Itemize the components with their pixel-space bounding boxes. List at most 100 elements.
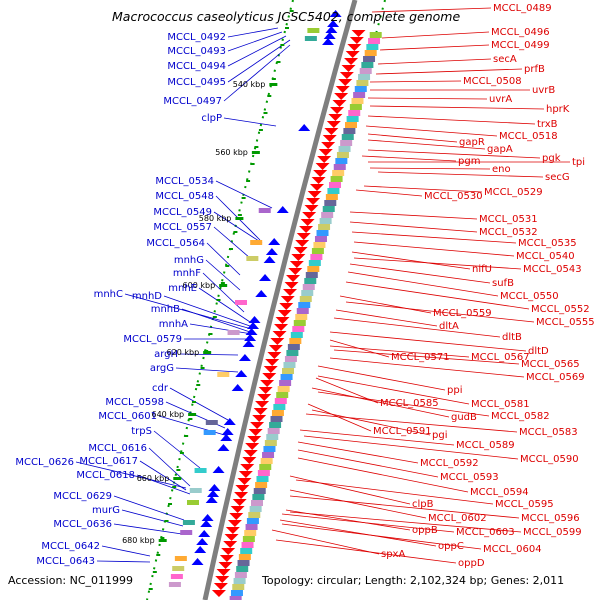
gene-label-right[interactable]: spxA [381, 549, 405, 560]
reverse-gene-arrow [263, 366, 278, 373]
scale-minor-tick [208, 333, 213, 335]
gene-label-right[interactable]: MCCL_0496 [491, 27, 550, 38]
gene-label-right[interactable]: MCCL_0532 [479, 227, 538, 238]
gene-label-right[interactable]: MCCL_0590 [520, 454, 579, 465]
gene-label-left[interactable]: MCCL_0616 [88, 443, 147, 454]
gene-label-right[interactable]: secA [493, 54, 517, 65]
gene-label-right[interactable]: MCCL_0602 [428, 513, 487, 524]
gene-label-right[interactable]: MCCL_0555 [536, 317, 595, 328]
gene-label-right[interactable]: MCCL_0540 [516, 251, 575, 262]
gene-label-right[interactable]: MCCL_0535 [518, 238, 577, 249]
gene-label-right[interactable]: MCCL_0604 [483, 544, 542, 555]
gene-label-left[interactable]: MCCL_0601 [98, 411, 157, 422]
gene-label-right[interactable]: MCCL_0508 [463, 76, 522, 87]
gene-label-right[interactable]: MCCL_0543 [523, 264, 582, 275]
gene-label-right[interactable]: tpi [572, 157, 585, 168]
gene-label-right[interactable]: MCCL_0567 [471, 352, 530, 363]
gene-label-right[interactable]: MCCL_0581 [471, 399, 530, 410]
gene-label-right[interactable]: MCCL_0518 [499, 131, 558, 142]
gene-label-left[interactable]: murG [92, 505, 120, 516]
gene-label-right[interactable]: dltA [439, 321, 459, 332]
gene-label-left[interactable]: mnhA [159, 319, 188, 330]
gene-label-left[interactable]: MCCL_0642 [41, 541, 100, 552]
gene-label-right[interactable]: MCCL_0569 [526, 372, 585, 383]
gene-label-right[interactable]: MCCL_0499 [491, 40, 550, 51]
gene-label-right[interactable]: dltD [528, 346, 549, 357]
gene-label-right[interactable]: MCCL_0599 [523, 527, 582, 538]
gene-label-right[interactable]: MCCL_0582 [491, 411, 550, 422]
gene-label-right[interactable]: MCCL_0592 [420, 458, 479, 469]
gene-label-right[interactable]: nifU [472, 264, 492, 275]
gene-label-left[interactable]: MCCL_0618 [76, 470, 135, 481]
gene-label-right[interactable]: MCCL_0531 [479, 214, 538, 225]
gene-label-left[interactable]: MCCL_0643 [36, 556, 95, 567]
gene-label-left[interactable]: MCCL_0495 [167, 77, 226, 88]
gene-label-left[interactable]: MCCL_0534 [155, 176, 214, 187]
gene-label-left[interactable]: mnhD [132, 291, 162, 302]
gene-label-left[interactable]: argG [150, 363, 174, 374]
gene-label-right[interactable]: MCCL_0571 [391, 352, 450, 363]
gene-label-left[interactable]: MCCL_0579 [123, 334, 182, 345]
gene-label-right[interactable]: MCCL_0489 [493, 3, 552, 14]
gene-label-left[interactable]: trpS [131, 426, 152, 437]
gene-label-left[interactable]: MCCL_0557 [153, 222, 212, 233]
gene-label-left[interactable]: MCCL_0629 [53, 491, 112, 502]
gene-label-left[interactable]: MCCL_0636 [53, 519, 112, 530]
gene-label-right[interactable]: gudB [451, 412, 477, 423]
gene-label-left[interactable]: MCCL_0617 [79, 456, 138, 467]
gene-label-right[interactable]: MCCL_0585 [380, 398, 439, 409]
gene-label-left[interactable]: MCCL_0492 [167, 32, 226, 43]
gene-label-right[interactable]: MCCL_0593 [440, 472, 499, 483]
gene-label-left[interactable]: cdr [152, 383, 169, 394]
gene-label-right[interactable]: pgi [432, 430, 447, 441]
gene-label-right[interactable]: dltB [502, 332, 522, 343]
gene-label-right[interactable]: MCCL_0550 [500, 291, 559, 302]
gene-label-left[interactable]: mnhE [168, 283, 197, 294]
gene-label-right[interactable]: MCCL_0591 [373, 426, 432, 437]
gene-label-left[interactable]: MCCL_0548 [155, 191, 214, 202]
gene-label-right[interactable]: MCCL_0565 [521, 359, 580, 370]
gene-label-right[interactable]: sufB [492, 278, 514, 289]
gene-label-right[interactable]: trxB [537, 119, 558, 130]
gene-label-right[interactable]: hprK [546, 104, 570, 115]
gene-label-right[interactable]: MCCL_0603 [456, 527, 515, 538]
gene-label-left[interactable]: mnhF [173, 268, 201, 279]
gene-label-left[interactable]: mnhC [94, 289, 123, 300]
gene-label-left[interactable]: argH [154, 349, 178, 360]
gene-label-right[interactable]: gapR [459, 137, 485, 148]
gene-label-right[interactable]: oppD [458, 558, 485, 569]
gene-label-right[interactable]: MCCL_0529 [484, 187, 543, 198]
gene-label-right[interactable]: MCCL_0583 [519, 427, 578, 438]
gene-label-right[interactable]: pgk [542, 153, 561, 164]
gene-label-left[interactable]: MCCL_0497 [163, 96, 222, 107]
gene-label-right[interactable]: MCCL_0530 [424, 191, 483, 202]
gene-label-right[interactable]: oppC [438, 541, 464, 552]
gene-label-right[interactable]: MCCL_0595 [495, 499, 554, 510]
gene-label-left[interactable]: MCCL_0493 [167, 46, 226, 57]
gene-label-right[interactable]: MCCL_0596 [521, 513, 580, 524]
gene-label-right[interactable]: clpB [412, 499, 434, 510]
gene-label-right[interactable]: gapA [487, 144, 513, 155]
gene-label-left[interactable]: MCCL_0564 [146, 238, 205, 249]
gene-label-left[interactable]: mnhB [151, 304, 180, 315]
gene-label-right[interactable]: MCCL_0559 [433, 308, 492, 319]
gene-label-right[interactable]: prfB [524, 64, 545, 75]
gene-label-right[interactable]: oppB [412, 525, 438, 536]
gene-label-left[interactable]: mnhG [174, 255, 204, 266]
gene-label-right[interactable]: ppi [447, 385, 462, 396]
gene-label-left[interactable]: MCCL_0494 [167, 61, 226, 72]
scale-minor-tick [220, 282, 225, 284]
gene-feature-block [205, 420, 218, 425]
gene-label-left[interactable]: MCCL_0549 [153, 207, 212, 218]
gene-label-left[interactable]: MCCL_0626 [15, 457, 74, 468]
gene-label-right[interactable]: MCCL_0552 [531, 304, 590, 315]
gene-label-right[interactable]: uvrA [489, 94, 512, 105]
gene-label-right[interactable]: eno [492, 164, 511, 175]
gene-label-right[interactable]: MCCL_0589 [456, 440, 515, 451]
gene-label-right[interactable]: uvrB [532, 85, 555, 96]
gene-label-left[interactable]: clpP [201, 113, 222, 124]
gene-label-right[interactable]: MCCL_0594 [470, 487, 529, 498]
gene-label-right[interactable]: pgm [458, 156, 480, 167]
gene-label-right[interactable]: secG [545, 172, 570, 183]
gene-label-left[interactable]: MCCL_0598 [105, 397, 164, 408]
